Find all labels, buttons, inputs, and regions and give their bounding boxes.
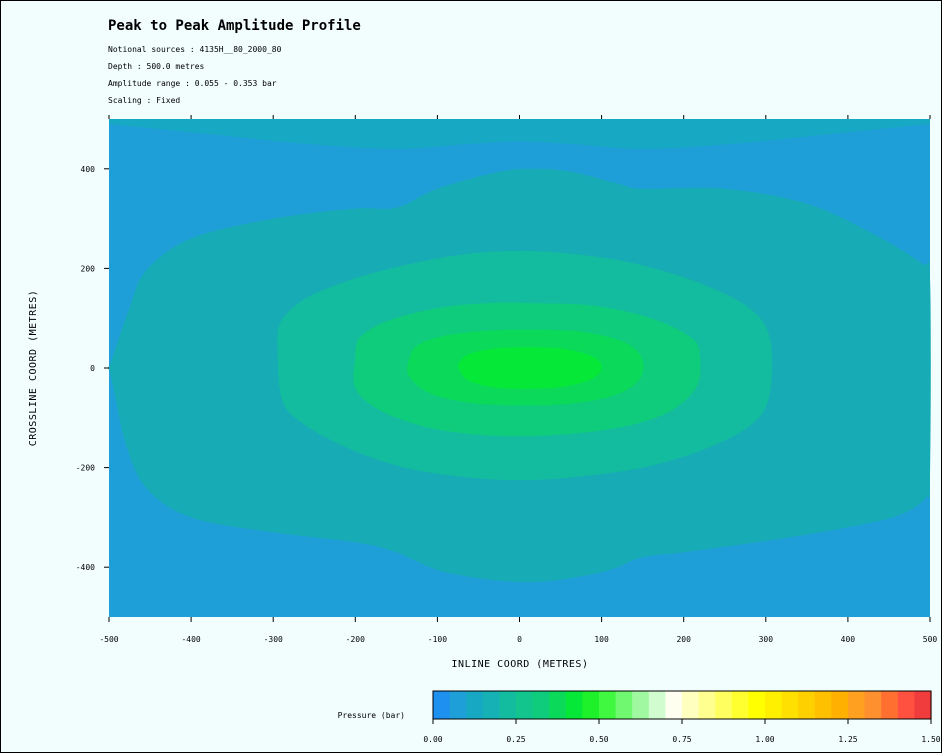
colorbar-swatch [831,691,849,719]
colorbar-swatch [848,691,866,719]
colorbar-swatch [798,691,816,719]
colorbar-tick-label: 0.00 [423,735,442,744]
x-tick-label: -200 [346,635,365,644]
colorbar-swatch [599,691,617,719]
colorbar-label: Pressure (bar) [338,711,405,720]
x-tick-label: 200 [676,635,691,644]
colorbar-swatch [781,691,799,719]
depth-info: Depth : 500.0 metres [108,62,205,71]
y-tick-label: -200 [76,464,95,473]
colorbar-swatch [648,691,666,719]
y-tick-label: 200 [81,264,96,273]
x-tick-label: -500 [99,635,118,644]
colorbar-tick-label: 0.50 [589,735,608,744]
colorbar-swatch [765,691,783,719]
colorbar-swatch [665,691,683,719]
colorbar-swatch [565,691,583,719]
colorbar-swatch [433,691,451,719]
colorbar-swatch [698,691,716,719]
colorbar-swatch [466,691,484,719]
x-tick-label: 400 [841,635,856,644]
y-tick-label: 0 [90,364,95,373]
amplitude-range-info: Amplitude range : 0.055 - 0.353 bar [108,79,277,88]
colorbar-swatch [881,691,899,719]
scaling-info: Scaling : Fixed [108,96,181,105]
x-tick-label: -400 [181,635,200,644]
colorbar-tick-label: 1.00 [755,735,774,744]
x-tick-label: -100 [428,635,447,644]
x-tick-label: 500 [923,635,938,644]
x-tick-label: 0 [517,635,522,644]
colorbar-swatch [715,691,733,719]
colorbar-swatch [748,691,766,719]
y-tick-label: 400 [81,165,96,174]
contour-band-0 [109,119,930,149]
colorbar-swatch [864,691,882,719]
plot-area [107,119,931,617]
x-axis: -500 -400 -300 -200 -100 0 100 200 300 400 500 [99,115,937,644]
colorbar-tick-label: 0.75 [672,735,691,744]
colorbar-swatch [682,691,700,719]
colorbar-swatch [632,691,650,719]
x-tick-label: 300 [759,635,774,644]
colorbar-swatch [449,691,467,719]
colorbar-swatch [914,691,932,719]
y-axis-label: CROSSLINE COORD (METRES) [28,290,39,447]
x-tick-label: -300 [264,635,283,644]
y-tick-label: -400 [76,563,95,572]
colorbar-swatch [615,691,633,719]
colorbar: Pressure (bar) 0.00 0.25 0.50 0.75 1.00 1.25 1… [338,690,941,744]
colorbar-swatch [482,691,500,719]
colorbar-swatch [582,691,600,719]
x-axis-label: INLINE COORD (METRES) [452,659,589,670]
sources-info: Notional sources : 4135H__80_2000_80 [108,45,282,54]
colorbar-swatch [549,691,567,719]
colorbar-swatch [814,691,832,719]
colorbar-tick-label: 0.25 [506,735,525,744]
colorbar-swatch [516,691,534,719]
y-axis: -400 -200 0 200 400 [76,165,109,572]
colorbar-swatch [499,691,517,719]
x-tick-label: 100 [594,635,609,644]
colorbar-swatch [731,691,749,719]
colorbar-tick-label: 1.50 [921,735,940,744]
contour-band-5 [456,347,602,389]
colorbar-swatch [897,691,915,719]
chart-title: Peak to Peak Amplitude Profile [108,18,361,34]
colorbar-swatch [532,691,550,719]
colorbar-tick-label: 1.25 [838,735,857,744]
